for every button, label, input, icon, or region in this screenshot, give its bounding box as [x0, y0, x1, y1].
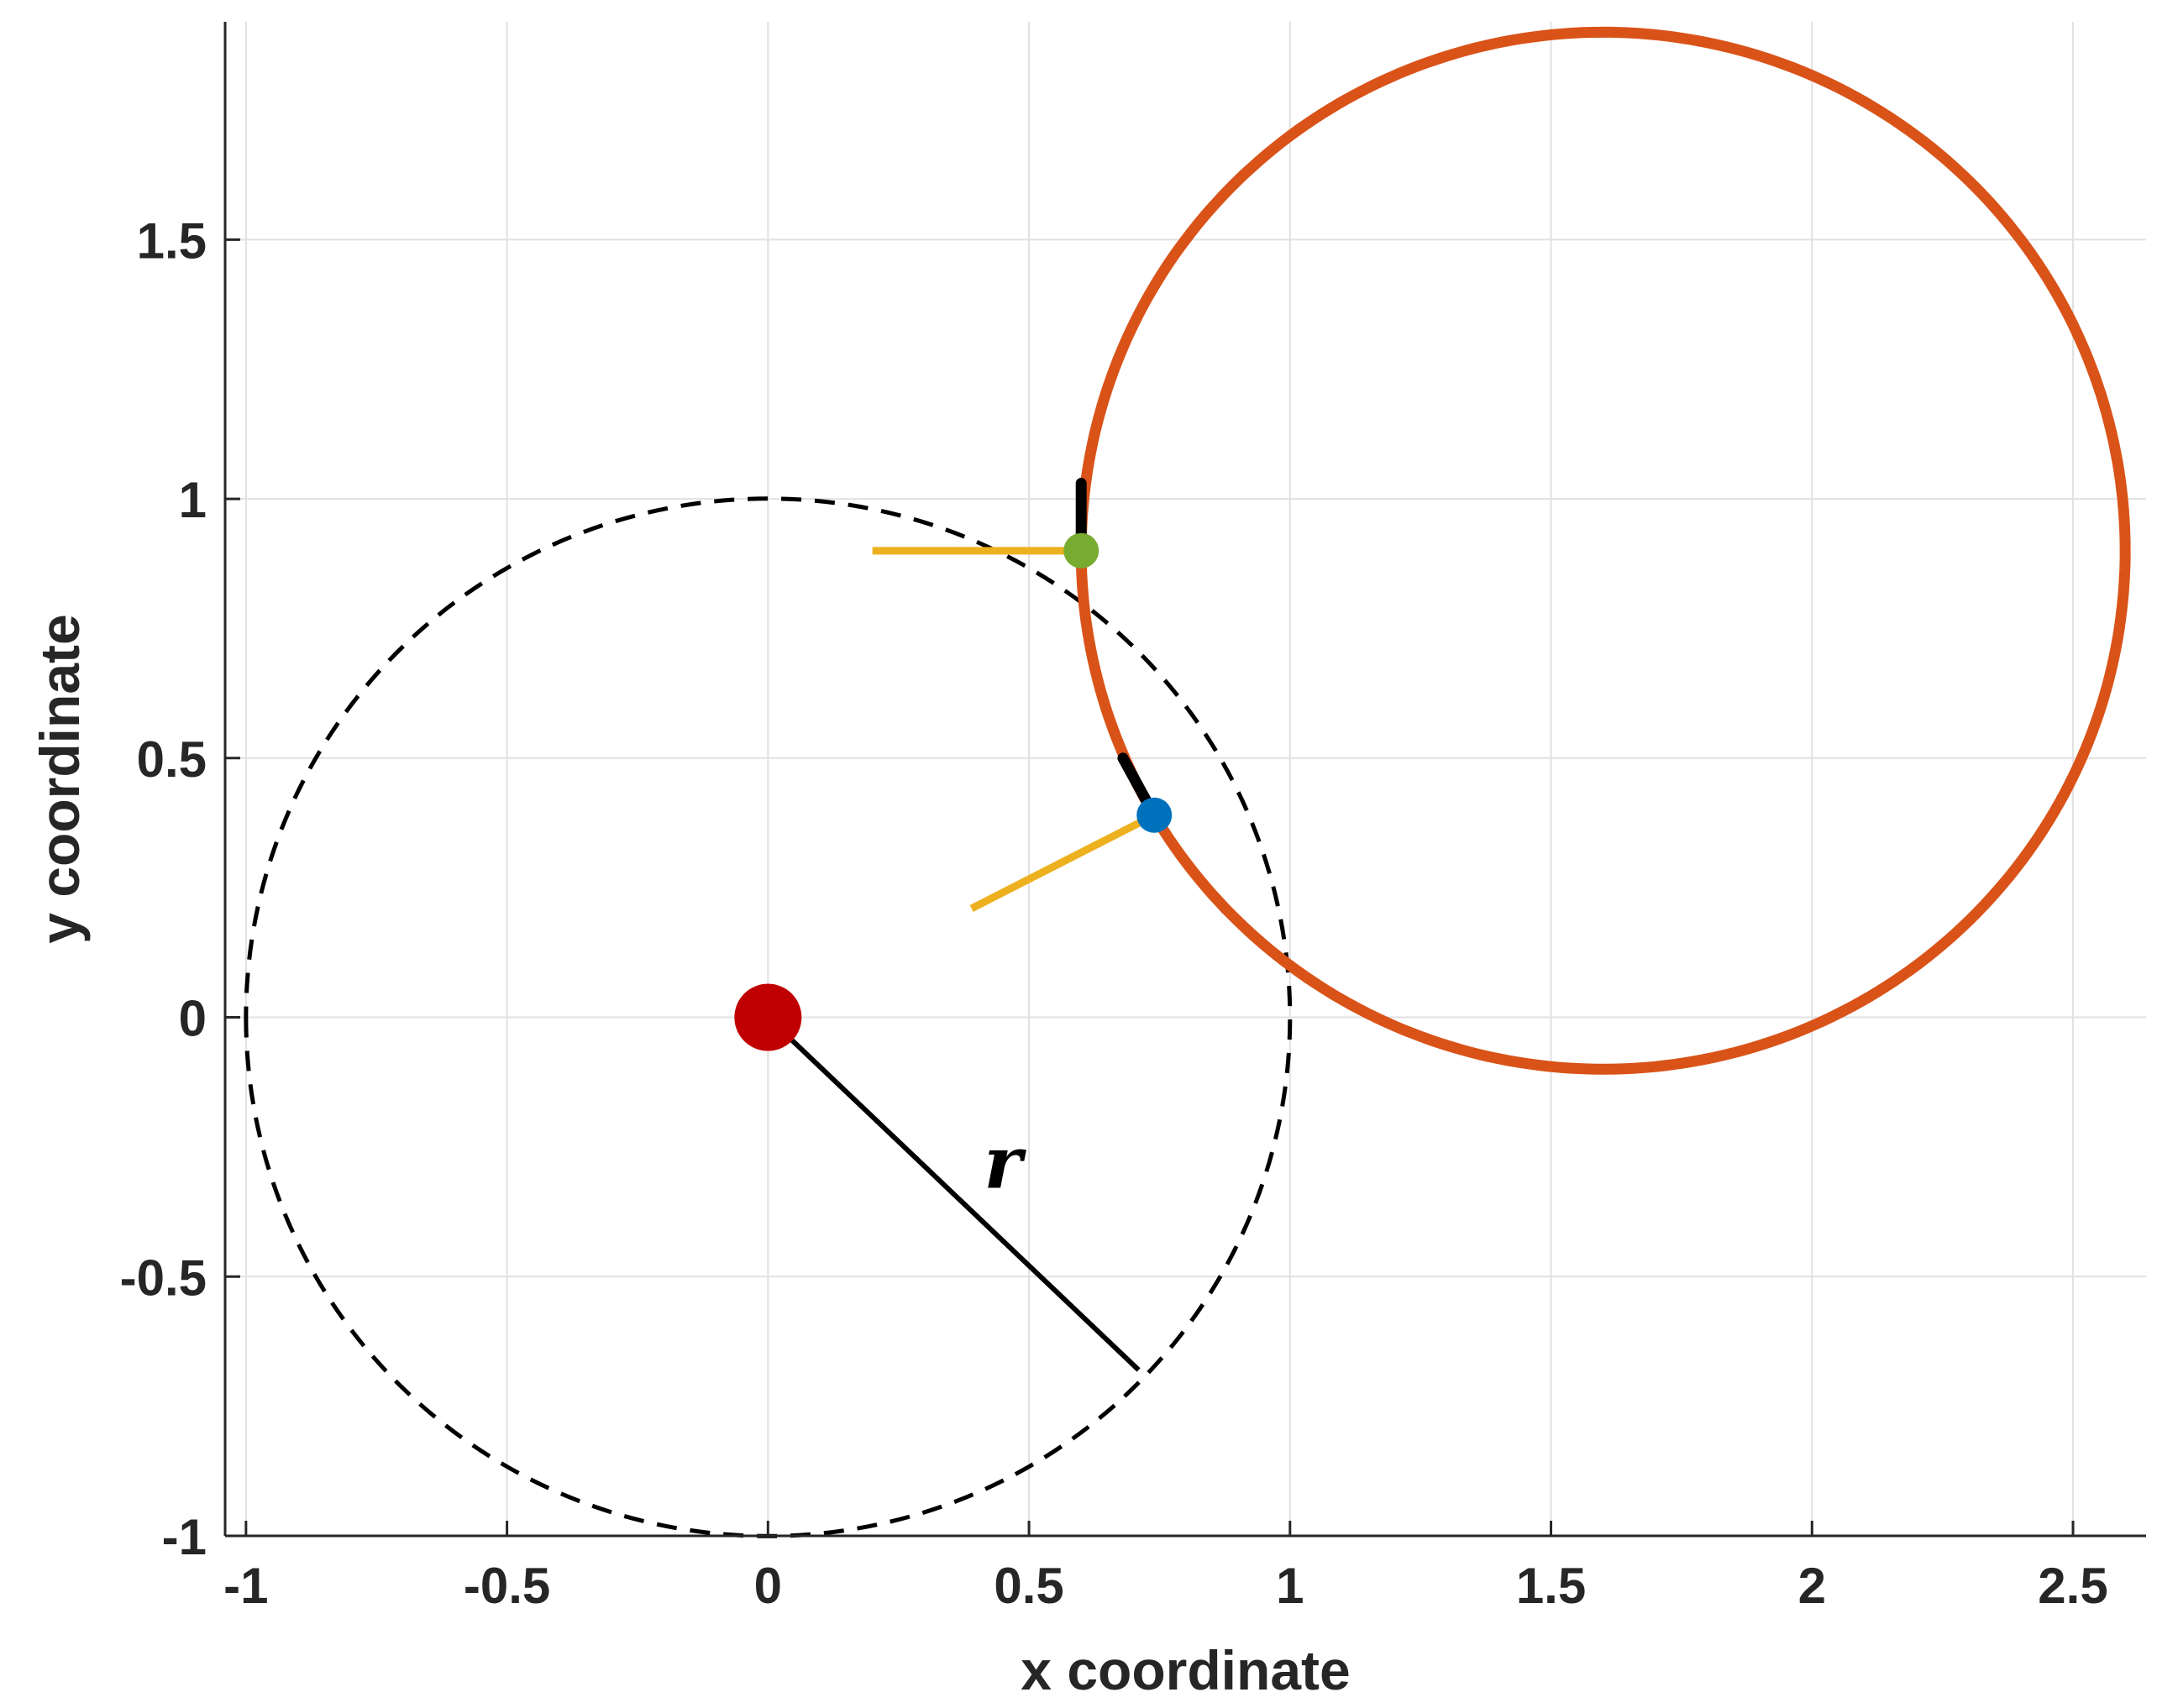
radius-annotation: r [984, 1120, 1026, 1205]
orbit-arc [1075, 26, 2131, 1075]
x-axis-label: x coordinate [1021, 1639, 1350, 1701]
tangent-line-end [969, 811, 1157, 912]
center-point [734, 983, 802, 1051]
y-axis-label: y coordinate [29, 614, 91, 943]
y-tick-label: 0.5 [137, 731, 207, 788]
unit-circle-dashed [244, 495, 1293, 1539]
y-tick-label: -0.5 [120, 1250, 207, 1306]
x-tick-label: 2.5 [2038, 1558, 2107, 1614]
y-ticks: -1 -0.5 0 0.5 1 1.5 [120, 212, 240, 1565]
x-tick-label: 2 [1798, 1558, 1826, 1614]
y-tick-label: 0 [179, 991, 207, 1047]
x-ticks: -1 -0.5 0 0.5 1 1.5 2 2.5 [223, 1521, 2108, 1614]
axes [223, 22, 2146, 1538]
x-tick-label: -0.5 [464, 1558, 550, 1614]
plot-area: r [244, 26, 2131, 1539]
y-tick-label: -1 [162, 1509, 207, 1565]
y-tick-label: 1.5 [137, 212, 207, 269]
x-tick-label: 1.5 [1516, 1558, 1586, 1614]
x-tick-label: -1 [223, 1558, 268, 1614]
end-point [1136, 797, 1173, 833]
grid-lines [225, 22, 2146, 1537]
radius-line [766, 1015, 1141, 1372]
y-tick-label: 1 [179, 472, 207, 528]
x-tick-label: 1 [1276, 1558, 1304, 1614]
x-tick-label: 0 [754, 1558, 782, 1614]
x-tick-label: 0.5 [994, 1558, 1063, 1614]
start-point [1063, 532, 1099, 568]
